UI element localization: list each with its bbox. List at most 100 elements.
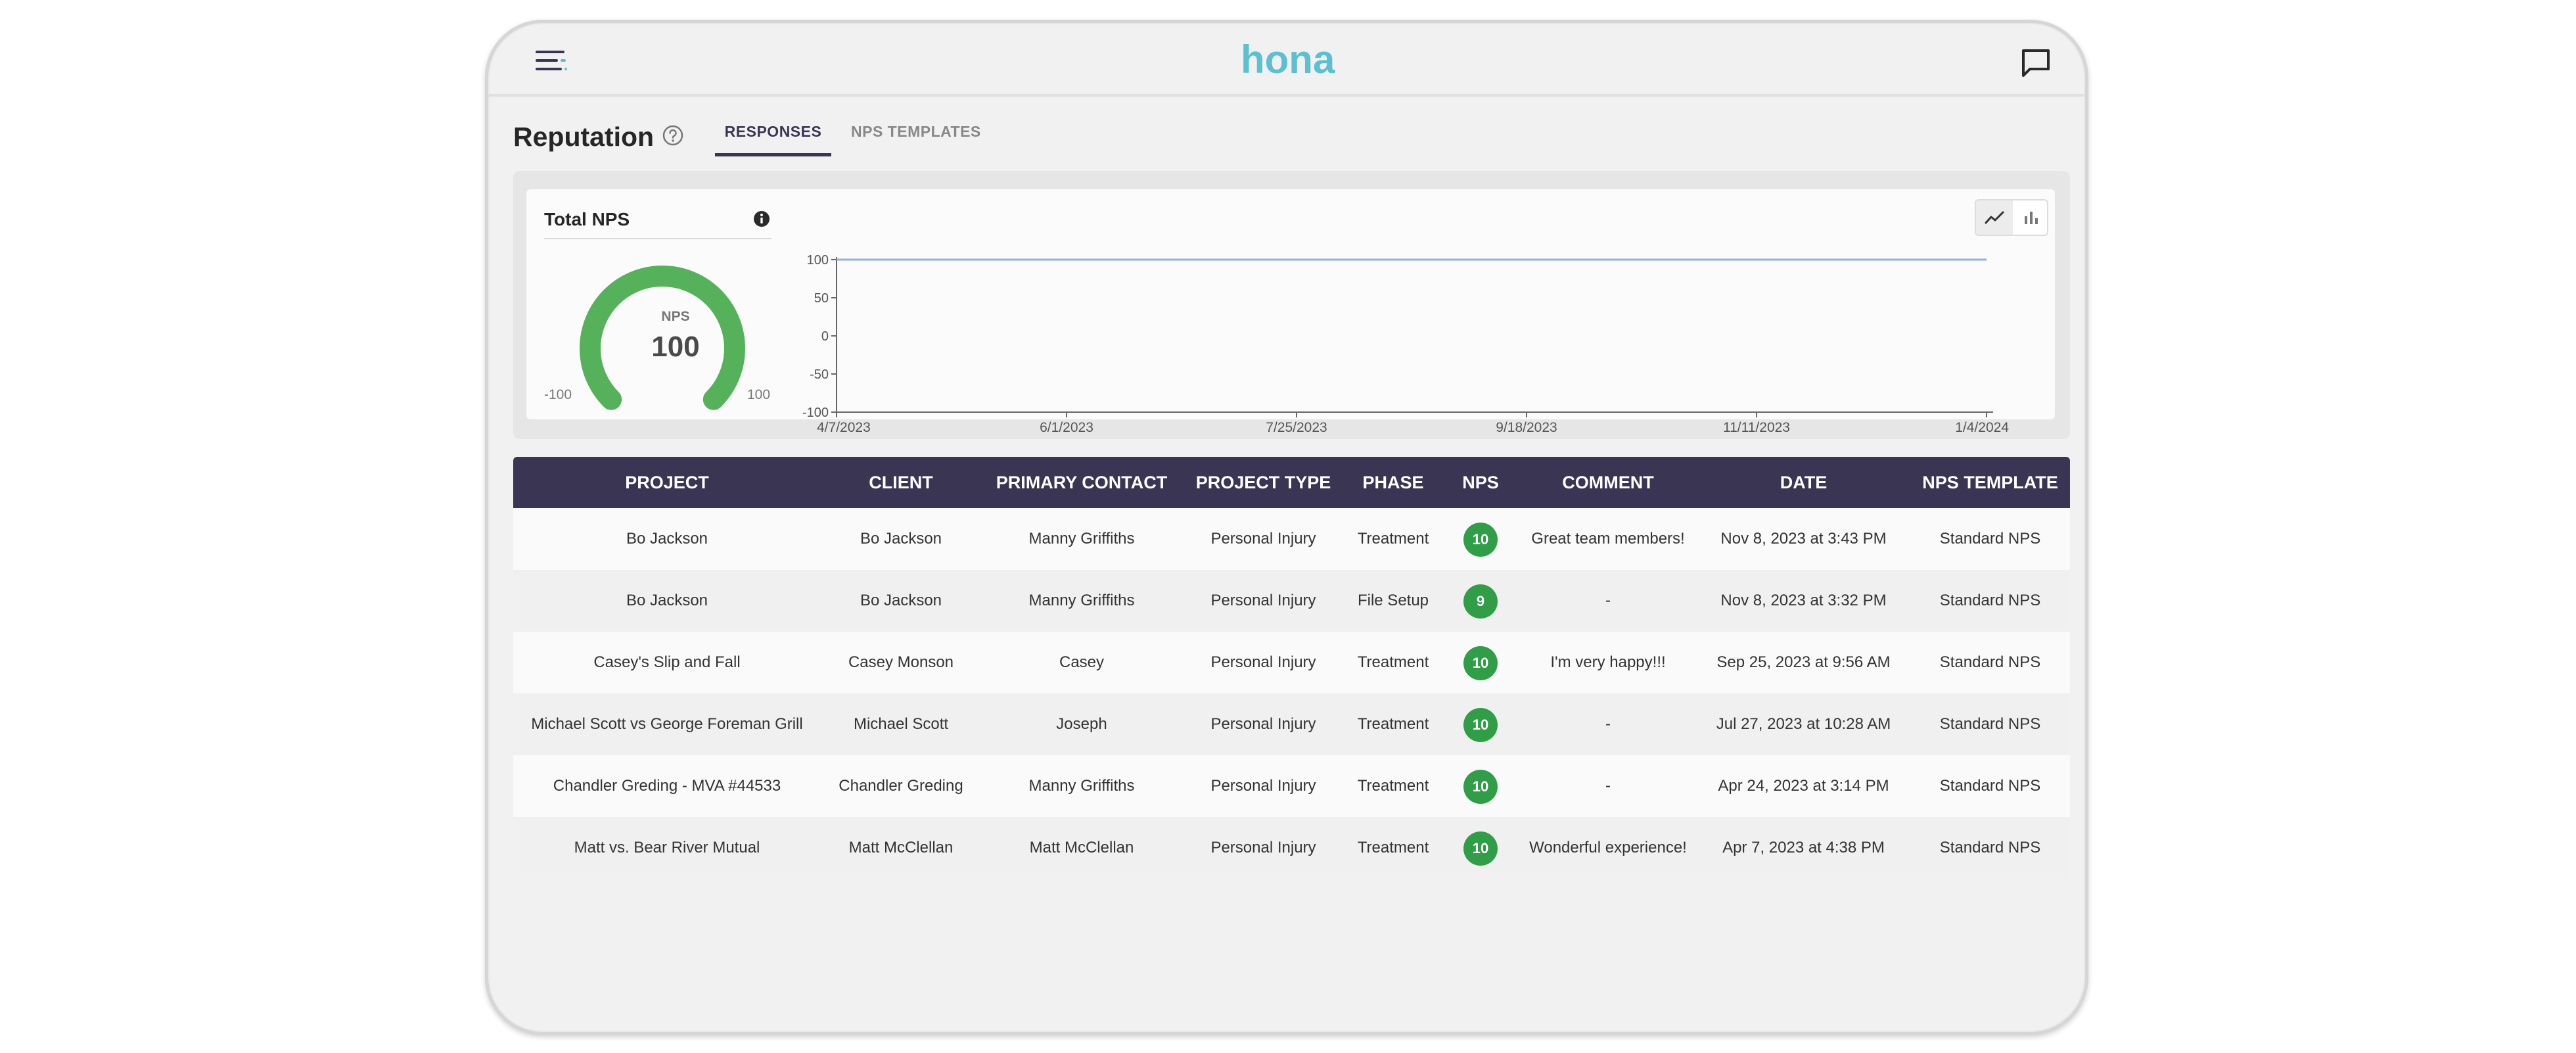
cell-template: Standard NPS [1939, 530, 2041, 548]
table-header: PROJECT CLIENT PRIMARY CONTACT PROJECT T… [513, 457, 2070, 508]
cell-client: Bo Jackson [860, 592, 942, 609]
cell-contact: Joseph [1056, 715, 1107, 733]
cell-comment: I'm very happy!!! [1550, 653, 1666, 671]
gauge-max-label: 100 [747, 387, 771, 402]
gauge-arc [580, 266, 745, 410]
y-tick-label: 50 [814, 291, 829, 306]
cell-phase: Treatment [1357, 839, 1429, 856]
logo-text: hona [1241, 41, 1335, 81]
cell-comment: - [1605, 592, 1611, 609]
cell-template: Standard NPS [1939, 592, 2041, 609]
y-tick-label: 100 [807, 253, 829, 268]
nps-score-badge: 10 [1463, 831, 1498, 866]
gauge-value: 100 [651, 331, 700, 363]
nps-gauge [580, 266, 745, 410]
col-phase[interactable]: PHASE [1362, 473, 1424, 492]
top-bar: hona [488, 23, 2085, 97]
col-project[interactable]: PROJECT [625, 473, 709, 492]
info-icon[interactable] [752, 210, 771, 228]
cell-template: Standard NPS [1939, 839, 2041, 856]
cell-date: Nov 8, 2023 at 3:43 PM [1720, 530, 1887, 548]
x-tick-label: 6/1/2023 [1040, 420, 1093, 435]
cell-phase: Treatment [1357, 777, 1429, 795]
line-chart-button[interactable] [1976, 200, 2013, 235]
table-row[interactable]: Bo Jackson Bo Jackson Manny Griffiths Pe… [513, 570, 2070, 632]
cell-client: Bo Jackson [860, 530, 942, 548]
nps-score-badge: 10 [1463, 707, 1498, 742]
cell-date: Apr 24, 2023 at 3:14 PM [1718, 777, 1889, 795]
col-comment[interactable]: COMMENT [1562, 473, 1654, 492]
col-client[interactable]: CLIENT [869, 473, 933, 492]
table-row[interactable]: Bo Jackson Bo Jackson Manny Griffiths Pe… [513, 508, 2070, 570]
x-tick-label: 9/18/2023 [1496, 420, 1557, 435]
x-tick-label: 11/11/2023 [1723, 420, 1790, 435]
total-nps-title: Total NPS [544, 209, 630, 229]
cell-project: Bo Jackson [626, 530, 708, 548]
table-row[interactable]: Michael Scott vs George Foreman Grill Mi… [513, 693, 2070, 755]
cell-nps: 9 [1442, 570, 1519, 632]
hona-logo[interactable]: hona [1241, 41, 1337, 81]
col-project-type[interactable]: PROJECT TYPE [1195, 473, 1331, 492]
bar-chart-button[interactable] [2013, 200, 2048, 235]
cell-client: Casey Monson [848, 653, 954, 671]
cell-comment: Wonderful experience! [1529, 839, 1687, 856]
x-tick-label: 1/4/2024 [1955, 420, 2009, 435]
x-tick-label: 4/7/2023 [817, 420, 871, 435]
cell-project-type: Personal Injury [1210, 530, 1316, 548]
cell-phase: Treatment [1357, 530, 1429, 548]
cell-client: Michael Scott [853, 715, 949, 733]
x-tick-label: 7/25/2023 [1266, 420, 1327, 435]
cell-project-type: Personal Injury [1210, 839, 1316, 856]
cell-template: Standard NPS [1939, 777, 2041, 795]
tab-nps-templates[interactable]: NPS TEMPLATES [851, 123, 981, 140]
y-tick-label: -50 [810, 367, 829, 382]
table-row[interactable]: Chandler Greding - MVA #44533 Chandler G… [513, 755, 2070, 817]
active-tab-indicator [715, 153, 831, 156]
table-row[interactable]: Casey's Slip and Fall Casey Monson Casey… [513, 632, 2070, 693]
cell-nps: 10 [1442, 755, 1519, 817]
cell-phase: File Setup [1357, 592, 1429, 609]
col-date[interactable]: DATE [1780, 473, 1828, 492]
cell-contact: Manny Griffiths [1028, 530, 1135, 548]
cell-date: Nov 8, 2023 at 3:32 PM [1720, 592, 1887, 609]
chat-icon[interactable] [2021, 48, 2051, 78]
cell-project-type: Personal Injury [1210, 715, 1316, 733]
cell-nps: 10 [1442, 508, 1519, 570]
cell-project: Casey's Slip and Fall [593, 653, 741, 671]
table-row[interactable]: Matt vs. Bear River Mutual Matt McClella… [513, 817, 2070, 879]
gauge-min-label: -100 [544, 387, 572, 402]
cell-project-type: Personal Injury [1210, 653, 1316, 671]
help-circle-icon[interactable] [662, 124, 684, 147]
hamburger-menu-icon[interactable] [536, 49, 568, 72]
line-chart-icon [1985, 211, 2004, 224]
cell-nps: 10 [1442, 817, 1519, 879]
card-divider [544, 238, 771, 239]
cell-phase: Treatment [1357, 715, 1429, 733]
cell-contact: Matt McClellan [1029, 839, 1134, 856]
col-primary-contact[interactable]: PRIMARY CONTACT [996, 473, 1168, 492]
cell-nps: 10 [1442, 693, 1519, 755]
cell-project-type: Personal Injury [1210, 777, 1316, 795]
nps-summary-card [526, 189, 2055, 419]
cell-comment: - [1605, 777, 1611, 795]
cell-date: Apr 7, 2023 at 4:38 PM [1722, 839, 1885, 856]
cell-project: Michael Scott vs George Foreman Grill [531, 715, 803, 733]
cell-date: Sep 25, 2023 at 9:56 AM [1716, 653, 1891, 671]
cell-contact: Manny Griffiths [1028, 777, 1135, 795]
cell-client: Chandler Greding [839, 777, 963, 795]
col-nps-template[interactable]: NPS TEMPLATE [1922, 473, 2058, 492]
tab-responses[interactable]: RESPONSES [724, 123, 822, 140]
cell-contact: Manny Griffiths [1028, 592, 1135, 609]
nps-score-badge: 10 [1463, 645, 1498, 680]
bar-chart-icon [2025, 212, 2038, 224]
cell-project: Bo Jackson [626, 592, 708, 609]
cell-project-type: Personal Injury [1210, 592, 1316, 609]
cell-project: Chandler Greding - MVA #44533 [553, 777, 781, 795]
chart-type-toggle [1975, 199, 2048, 236]
cell-comment: Great team members! [1531, 530, 1685, 548]
col-nps[interactable]: NPS [1462, 473, 1499, 492]
nps-score-badge: 9 [1463, 584, 1498, 619]
gauge-caption: NPS [661, 309, 690, 324]
cell-project: Matt vs. Bear River Mutual [574, 839, 760, 856]
